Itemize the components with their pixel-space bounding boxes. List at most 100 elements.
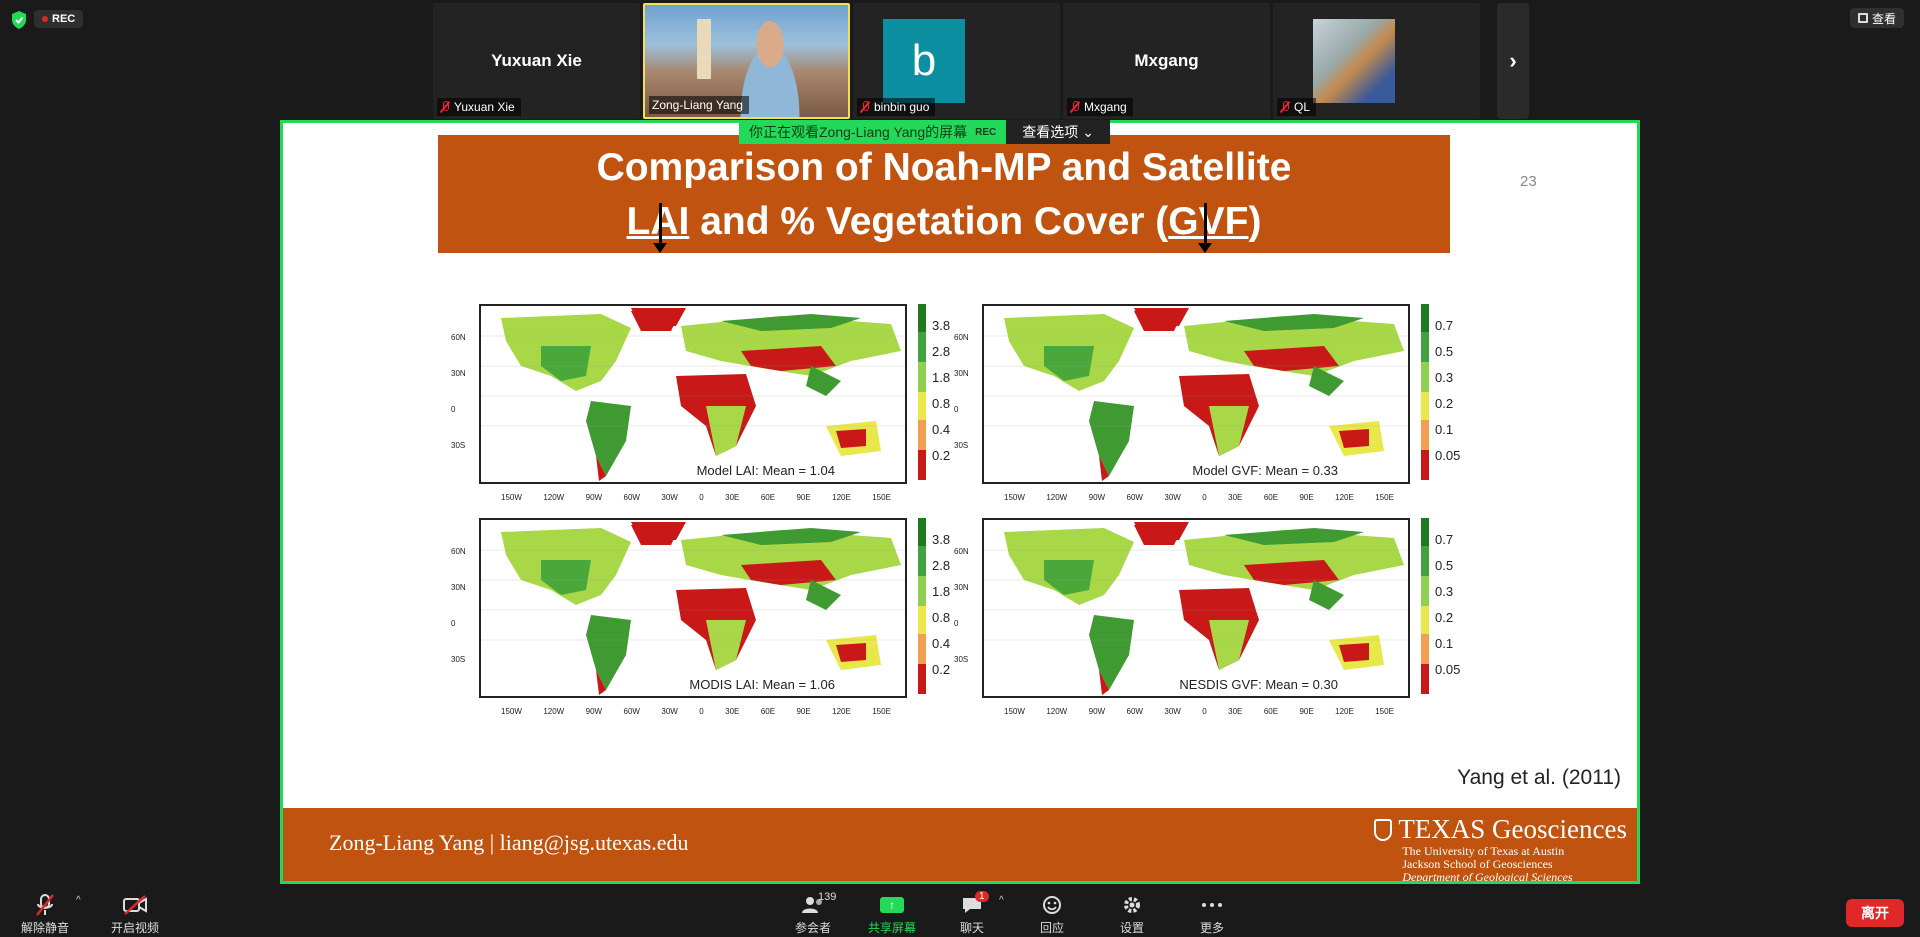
lon-tick: 30W xyxy=(1164,493,1181,502)
chat-icon: 1 xyxy=(937,891,1007,919)
lat-tick: 30S xyxy=(954,441,969,450)
lon-axis: 150W 120W 90W 60W 30W 0 30E 60E 90E 120E 150E xyxy=(501,493,891,505)
lon-tick: 30W xyxy=(1164,707,1181,716)
colorbar-label: 3.8 xyxy=(932,318,951,333)
chat-button[interactable]: 1 聊天 xyxy=(937,891,1007,936)
participant-name: Yuxuan Xie xyxy=(491,51,582,70)
slide-footer: Zong-Liang Yang | liang@jsg.utexas.edu T… xyxy=(283,808,1637,881)
lat-ticks: 60N 30N 0 30S xyxy=(954,547,969,664)
share-screen-icon: ↑ xyxy=(880,897,904,913)
unmute-button[interactable]: 解除静音 xyxy=(10,891,80,936)
lat-ticks: 60N 30N 0 30S xyxy=(954,333,969,450)
lon-tick: 120W xyxy=(1046,707,1068,716)
slide-title: Comparison of Noah-MP and Satellite LAI … xyxy=(438,135,1450,253)
colorbar-label: 0.3 xyxy=(1435,370,1454,385)
lon-tick: 120W xyxy=(543,493,565,502)
world-map-graphic xyxy=(481,520,907,698)
lon-axis: 150W 120W 90W 60W 30W 0 30E 60E 90E 120E 150E xyxy=(501,707,891,719)
colorbar-label: 3.8 xyxy=(932,532,951,547)
lat-tick: 30N xyxy=(954,583,969,592)
chat-caret-icon[interactable]: ^ xyxy=(999,895,1004,906)
lat-tick: 60N xyxy=(451,333,466,342)
video-tile-binbin[interactable]: b binbin guo xyxy=(853,3,1060,119)
lat-tick: 0 xyxy=(954,405,959,414)
lon-tick: 120W xyxy=(543,707,565,716)
world-map-graphic xyxy=(481,306,907,484)
colorbar-label: 0.2 xyxy=(1435,396,1454,411)
title-end: ) xyxy=(1248,200,1262,243)
participant-label-text: Zong-Liang Yang xyxy=(652,98,743,112)
next-page-chevron-icon[interactable]: › xyxy=(1497,3,1529,119)
colorbar-label: 0.2 xyxy=(932,448,951,463)
grid-icon xyxy=(1857,13,1868,23)
view-label: 查看 xyxy=(1871,11,1896,26)
lon-tick: 90E xyxy=(1299,493,1314,502)
participant-label-text: Mxgang xyxy=(1084,100,1127,114)
lon-tick: 90E xyxy=(1299,707,1314,716)
texas-geosciences-logo: TEXAS Geosciences The University of Texa… xyxy=(1374,814,1627,884)
colorbar-label: 0.05 xyxy=(1435,448,1461,463)
participant-label: binbin guo xyxy=(857,98,936,116)
lon-tick: 150W xyxy=(501,493,522,502)
participant-label: Mxgang xyxy=(1067,98,1133,116)
meeting-toolbar: 解除静音 ^ 开启视频 139 参会者 ↑ 共享屏幕 1 聊天 xyxy=(0,887,1920,937)
map-panel-model-lai: Model LAI: Mean = 1.04 xyxy=(479,304,907,484)
lon-tick: 60W xyxy=(623,493,640,502)
colorbar-label: 0.8 xyxy=(932,610,951,625)
brand: TEXAS Geosciences xyxy=(1374,814,1627,845)
colorbar-labels: 3.8 2.8 1.8 0.8 0.4 0.2 xyxy=(932,533,950,676)
colorbar-label: 1.8 xyxy=(932,584,951,599)
reactions-button[interactable]: 回应 xyxy=(1017,891,1087,936)
video-tile-active-speaker[interactable]: Zong-Liang Yang xyxy=(643,3,850,119)
view-button[interactable]: 查看 xyxy=(1849,8,1904,28)
colorbar-label: 0.2 xyxy=(1435,610,1454,625)
lon-axis: 150W 120W 90W 60W 30W 0 30E 60E 90E 120E 150E xyxy=(1004,493,1394,505)
lon-tick: 150W xyxy=(501,707,522,716)
lon-axis: 150W 120W 90W 60W 30W 0 30E 60E 90E 120E 150E xyxy=(1004,707,1394,719)
colorbar-label: 0.8 xyxy=(932,396,951,411)
lon-tick: 60W xyxy=(1126,707,1143,716)
lon-tick: 60W xyxy=(623,707,640,716)
video-tile-mxgang[interactable]: Mxgang Mxgang xyxy=(1063,3,1270,119)
share-screen-button[interactable]: ↑ 共享屏幕 xyxy=(857,891,927,936)
participant-label: Yuxuan Xie xyxy=(437,98,521,116)
view-options-button[interactable]: 查看选项 ⌄ xyxy=(1006,120,1110,144)
mic-muted-icon xyxy=(1070,101,1080,113)
participants-button[interactable]: 139 参会者 xyxy=(778,891,848,936)
participants-icon: 139 xyxy=(778,891,848,919)
lon-tick: 120E xyxy=(832,707,851,716)
more-button[interactable]: 更多 xyxy=(1177,891,1247,936)
view-options-label: 查看选项 xyxy=(1022,124,1079,140)
lon-tick: 0 xyxy=(699,707,704,716)
map-panel-model-gvf: Model GVF: Mean = 0.33 xyxy=(982,304,1410,484)
security-shield-icon[interactable] xyxy=(10,10,28,30)
chat-badge: 1 xyxy=(975,891,989,902)
footer-author: Zong-Liang Yang | liang@jsg.utexas.edu xyxy=(329,830,689,855)
recording-label: REC xyxy=(52,13,76,25)
record-dot-icon xyxy=(42,16,48,22)
lon-tick: 30E xyxy=(725,493,740,502)
lat-tick: 60N xyxy=(954,547,969,556)
participant-label-text: binbin guo xyxy=(874,100,930,114)
brand-sub3-text: Department of Geological Sciences xyxy=(1402,870,1573,884)
video-tile-yuxuan[interactable]: Yuxuan Xie Yuxuan Xie xyxy=(433,3,640,119)
rec-badge: REC xyxy=(975,126,997,138)
map-panel-nesdis-gvf: NESDIS GVF: Mean = 0.30 xyxy=(982,518,1410,698)
unmute-caret-icon[interactable]: ^ xyxy=(76,895,81,906)
more-dots-icon xyxy=(1177,891,1247,919)
lon-tick: 60E xyxy=(1263,493,1279,502)
colorbar xyxy=(918,304,926,480)
settings-button[interactable]: 设置 xyxy=(1097,891,1167,936)
slide-page-number: 23 xyxy=(1520,173,1537,190)
unmute-label: 解除静音 xyxy=(20,921,69,935)
lat-tick: 0 xyxy=(954,619,959,628)
map-caption: Model LAI: Mean = 1.04 xyxy=(696,463,835,478)
start-video-button[interactable]: 开启视频 xyxy=(100,891,170,936)
recording-indicator[interactable]: REC xyxy=(34,10,84,28)
leave-button[interactable]: 离开 xyxy=(1846,899,1904,927)
colorbar-label: 0.4 xyxy=(932,636,951,651)
brand-sub3: Department of Geological Sciences xyxy=(1374,870,1627,884)
video-tile-ql[interactable]: QL xyxy=(1273,3,1480,119)
start-video-label: 开启视频 xyxy=(110,921,159,935)
